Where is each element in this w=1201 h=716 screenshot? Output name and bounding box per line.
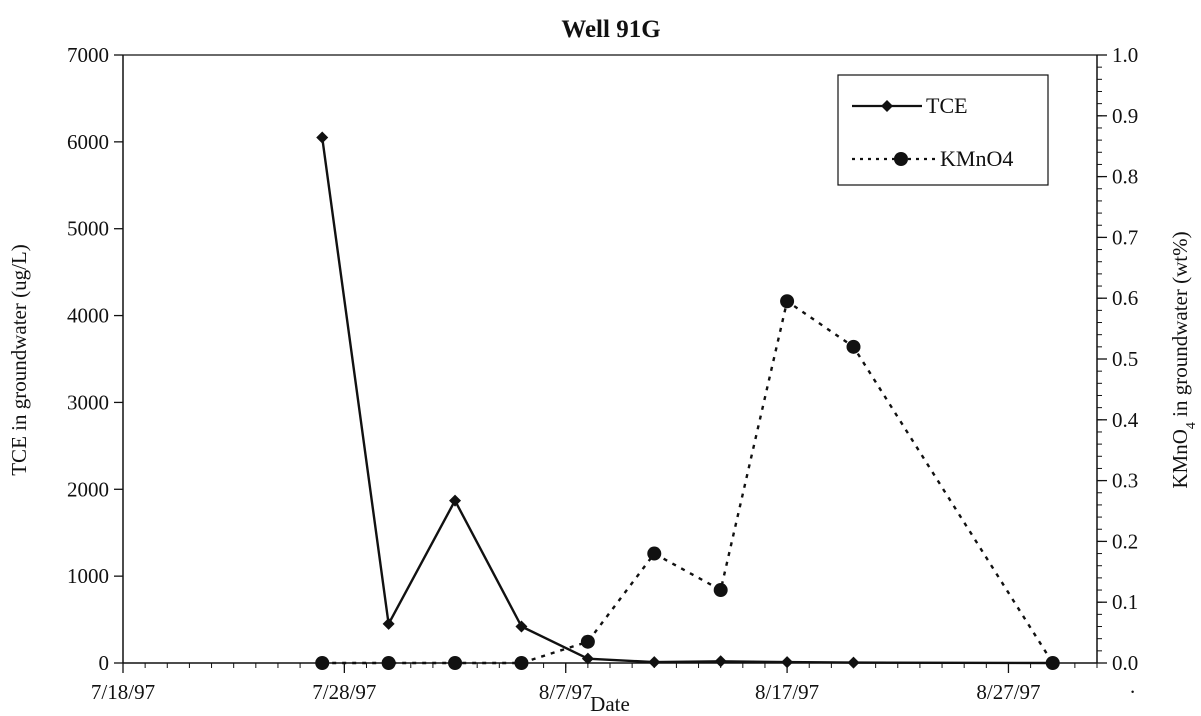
- y-right-tick-label: 0.6: [1112, 286, 1138, 310]
- y-axis-label-right-rest: in groundwater (wt%): [1168, 231, 1192, 422]
- series-layer: [315, 131, 1060, 670]
- y-left-tick-label: 0: [99, 651, 110, 675]
- y-left-tick-label: 2000: [67, 477, 109, 501]
- y-left-tick-label: 7000: [67, 43, 109, 67]
- y-axis-label-right-sub: 4: [1184, 422, 1199, 429]
- y-right-tick-label: 0.0: [1112, 651, 1138, 675]
- y-right-tick-label: 0.4: [1112, 408, 1139, 432]
- series-line-tce: [321, 137, 1053, 665]
- y-right-tick-label: 0.8: [1112, 165, 1138, 189]
- series-line-kmno4: [322, 300, 1054, 665]
- point-tce: [714, 655, 727, 668]
- y-right-tick-label: 0.3: [1112, 469, 1138, 493]
- stray-mark: .: [1130, 674, 1135, 698]
- x-tick-label: 7/28/97: [312, 680, 376, 704]
- point-tce: [515, 620, 528, 633]
- point-kmno4: [713, 583, 728, 598]
- y-right-tick-label: 0.2: [1112, 529, 1138, 553]
- y-right-tick-label: 0.9: [1112, 104, 1138, 128]
- point-tce: [316, 131, 329, 144]
- point-tce: [648, 656, 661, 669]
- y-right-tick-label: 1.0: [1112, 43, 1138, 67]
- ticks: 7/18/97 7/28/97 8/7/97 8/17/97 8/27/97 0 1000 2…: [67, 43, 1139, 704]
- point-tce: [382, 617, 395, 630]
- y-left-tick-label: 3000: [67, 390, 109, 414]
- legend-kmno4-label: KMnO4: [940, 146, 1013, 171]
- y-left-tick-label: 1000: [67, 564, 109, 588]
- y-right-tick-label: 0.7: [1112, 225, 1138, 249]
- point-tce: [847, 656, 860, 669]
- point-tce: [781, 656, 794, 669]
- y-axis-label-left: TCE in groundwater (ug/L): [7, 244, 31, 476]
- y-right-tick-label: 0.1: [1112, 590, 1138, 614]
- legend-tce-label: TCE: [926, 93, 968, 118]
- point-kmno4: [580, 634, 595, 649]
- point-tce: [449, 494, 462, 507]
- point-kmno4: [846, 339, 861, 354]
- legend-tce-marker: [881, 100, 893, 112]
- y-axis-label-right-main: KMnO: [1168, 429, 1192, 489]
- chart-title: Well 91G: [561, 16, 660, 43]
- point-kmno4: [448, 656, 463, 670]
- y-left-tick-label: 6000: [67, 130, 109, 154]
- point-kmno4: [514, 656, 529, 670]
- y-left-tick-label: 4000: [67, 304, 109, 328]
- point-kmno4: [315, 656, 330, 670]
- point-tce: [1046, 657, 1059, 669]
- y-right-tick-label: 0.5: [1112, 347, 1138, 371]
- point-tce: [581, 652, 594, 665]
- point-kmno4: [381, 656, 396, 670]
- x-axis-label: Date: [590, 692, 630, 716]
- legend-box: [837, 74, 1049, 186]
- x-tick-label: 7/18/97: [91, 680, 155, 704]
- x-tick-label: 8/7/97: [539, 680, 593, 704]
- legend: TCE KMnO4: [837, 74, 1049, 186]
- y-left-tick-label: 5000: [67, 217, 109, 241]
- point-kmno4: [647, 546, 662, 561]
- x-tick-label: 8/27/97: [976, 680, 1040, 704]
- legend-kmno4-marker: [894, 152, 908, 166]
- y-axis-label-right: KMnO4 in groundwater (wt%): [1168, 231, 1199, 488]
- x-tick-label: 8/17/97: [755, 680, 819, 704]
- point-kmno4: [780, 294, 795, 309]
